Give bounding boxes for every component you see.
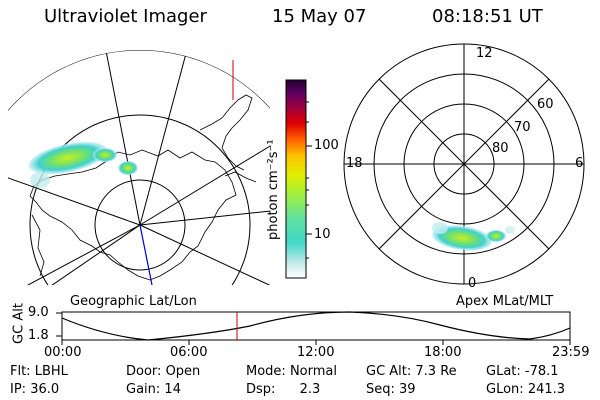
info-flt-label: Flt: bbox=[10, 364, 31, 379]
alt-ytick-1-8: 1.8 bbox=[28, 328, 49, 343]
mlt-polar-plot bbox=[343, 43, 585, 285]
info-flt-value: LBHL bbox=[34, 364, 68, 379]
info-ip: IP: 36.0 bbox=[10, 382, 59, 397]
info-dsp: Dsp: 2.3 bbox=[246, 382, 320, 397]
info-glon-value: 241.3 bbox=[527, 382, 566, 397]
info-gc-alt-label: GC Alt: bbox=[366, 364, 412, 379]
altitude-plot bbox=[56, 311, 571, 345]
mlt-label-6: 6 bbox=[575, 156, 584, 171]
geo-ring-3 bbox=[94, 179, 186, 271]
info-dsp-label: Dsp: bbox=[246, 382, 276, 397]
date: 15 May 07 bbox=[272, 6, 367, 27]
title: Ultraviolet Imager bbox=[44, 6, 207, 27]
time: 08:18:51 UT bbox=[432, 6, 543, 27]
lat-label-60: 60 bbox=[537, 97, 554, 112]
colorbar-tick-10: 10 bbox=[314, 227, 331, 242]
info-dsp-value: 2.3 bbox=[299, 382, 321, 397]
info-door: Door: Open bbox=[126, 364, 200, 379]
info-glon: GLon: 241.3 bbox=[486, 382, 565, 397]
info-gain-label: Gain: bbox=[126, 382, 161, 397]
info-glon-label: GLon: bbox=[486, 382, 524, 397]
alt-xtick-2359: 23:59 bbox=[552, 345, 590, 360]
alt-xtick-0000: 00:00 bbox=[44, 345, 82, 360]
lat-label-70: 70 bbox=[514, 120, 531, 135]
info-gain: Gain: 14 bbox=[126, 382, 181, 397]
info-mode-value: Normal bbox=[289, 364, 337, 379]
altitude-curve bbox=[61, 311, 571, 341]
info-ip-label: IP: bbox=[10, 382, 27, 397]
info-gc-alt-value: 7.3 Re bbox=[415, 364, 457, 379]
lat-label-80: 80 bbox=[492, 141, 509, 156]
alt-xtick-1800: 18:00 bbox=[424, 345, 462, 360]
info-ip-value: 36.0 bbox=[30, 382, 60, 397]
alt-xtick-1200: 12:00 bbox=[297, 345, 335, 360]
mlt-panel-label: Apex MLat/MLT bbox=[456, 294, 554, 309]
mlt-label-12: 12 bbox=[476, 46, 493, 61]
track-line bbox=[139, 224, 153, 285]
aurora-patch-geo bbox=[28, 141, 138, 188]
geo-panel-label: Geographic Lat/Lon bbox=[70, 294, 197, 309]
info-seq-label: Seq: bbox=[366, 382, 395, 397]
info-seq-value: 39 bbox=[399, 382, 416, 397]
aurora-patch-mlt bbox=[432, 222, 515, 251]
info-glat: GLat: -78.1 bbox=[486, 364, 559, 379]
info-door-label: Door: bbox=[126, 364, 162, 379]
mlt-label-0: 0 bbox=[468, 276, 477, 291]
info-gain-value: 14 bbox=[164, 382, 181, 397]
info-flt: Flt: LBHL bbox=[10, 364, 68, 379]
geo-ring-2 bbox=[29, 114, 251, 285]
alt-ytick-9: 9.0 bbox=[28, 305, 49, 320]
info-glat-value: -78.1 bbox=[524, 364, 559, 379]
geographic-map bbox=[8, 50, 270, 285]
info-mode: Mode: Normal bbox=[246, 364, 337, 379]
alt-ylabel: GC Alt bbox=[11, 303, 27, 344]
alt-xtick-0600: 06:00 bbox=[170, 345, 208, 360]
info-seq: Seq: 39 bbox=[366, 382, 416, 397]
colorbar bbox=[285, 79, 312, 279]
colorbar-tick-100: 100 bbox=[314, 138, 339, 153]
mlt-label-18: 18 bbox=[346, 156, 363, 171]
colorbar-unit-label: photon cm⁻²s⁻¹ bbox=[266, 139, 281, 240]
info-door-value: Open bbox=[165, 364, 201, 379]
info-mode-label: Mode: bbox=[246, 364, 286, 379]
info-glat-label: GLat: bbox=[486, 364, 521, 379]
info-gc-alt: GC Alt: 7.3 Re bbox=[366, 364, 457, 379]
